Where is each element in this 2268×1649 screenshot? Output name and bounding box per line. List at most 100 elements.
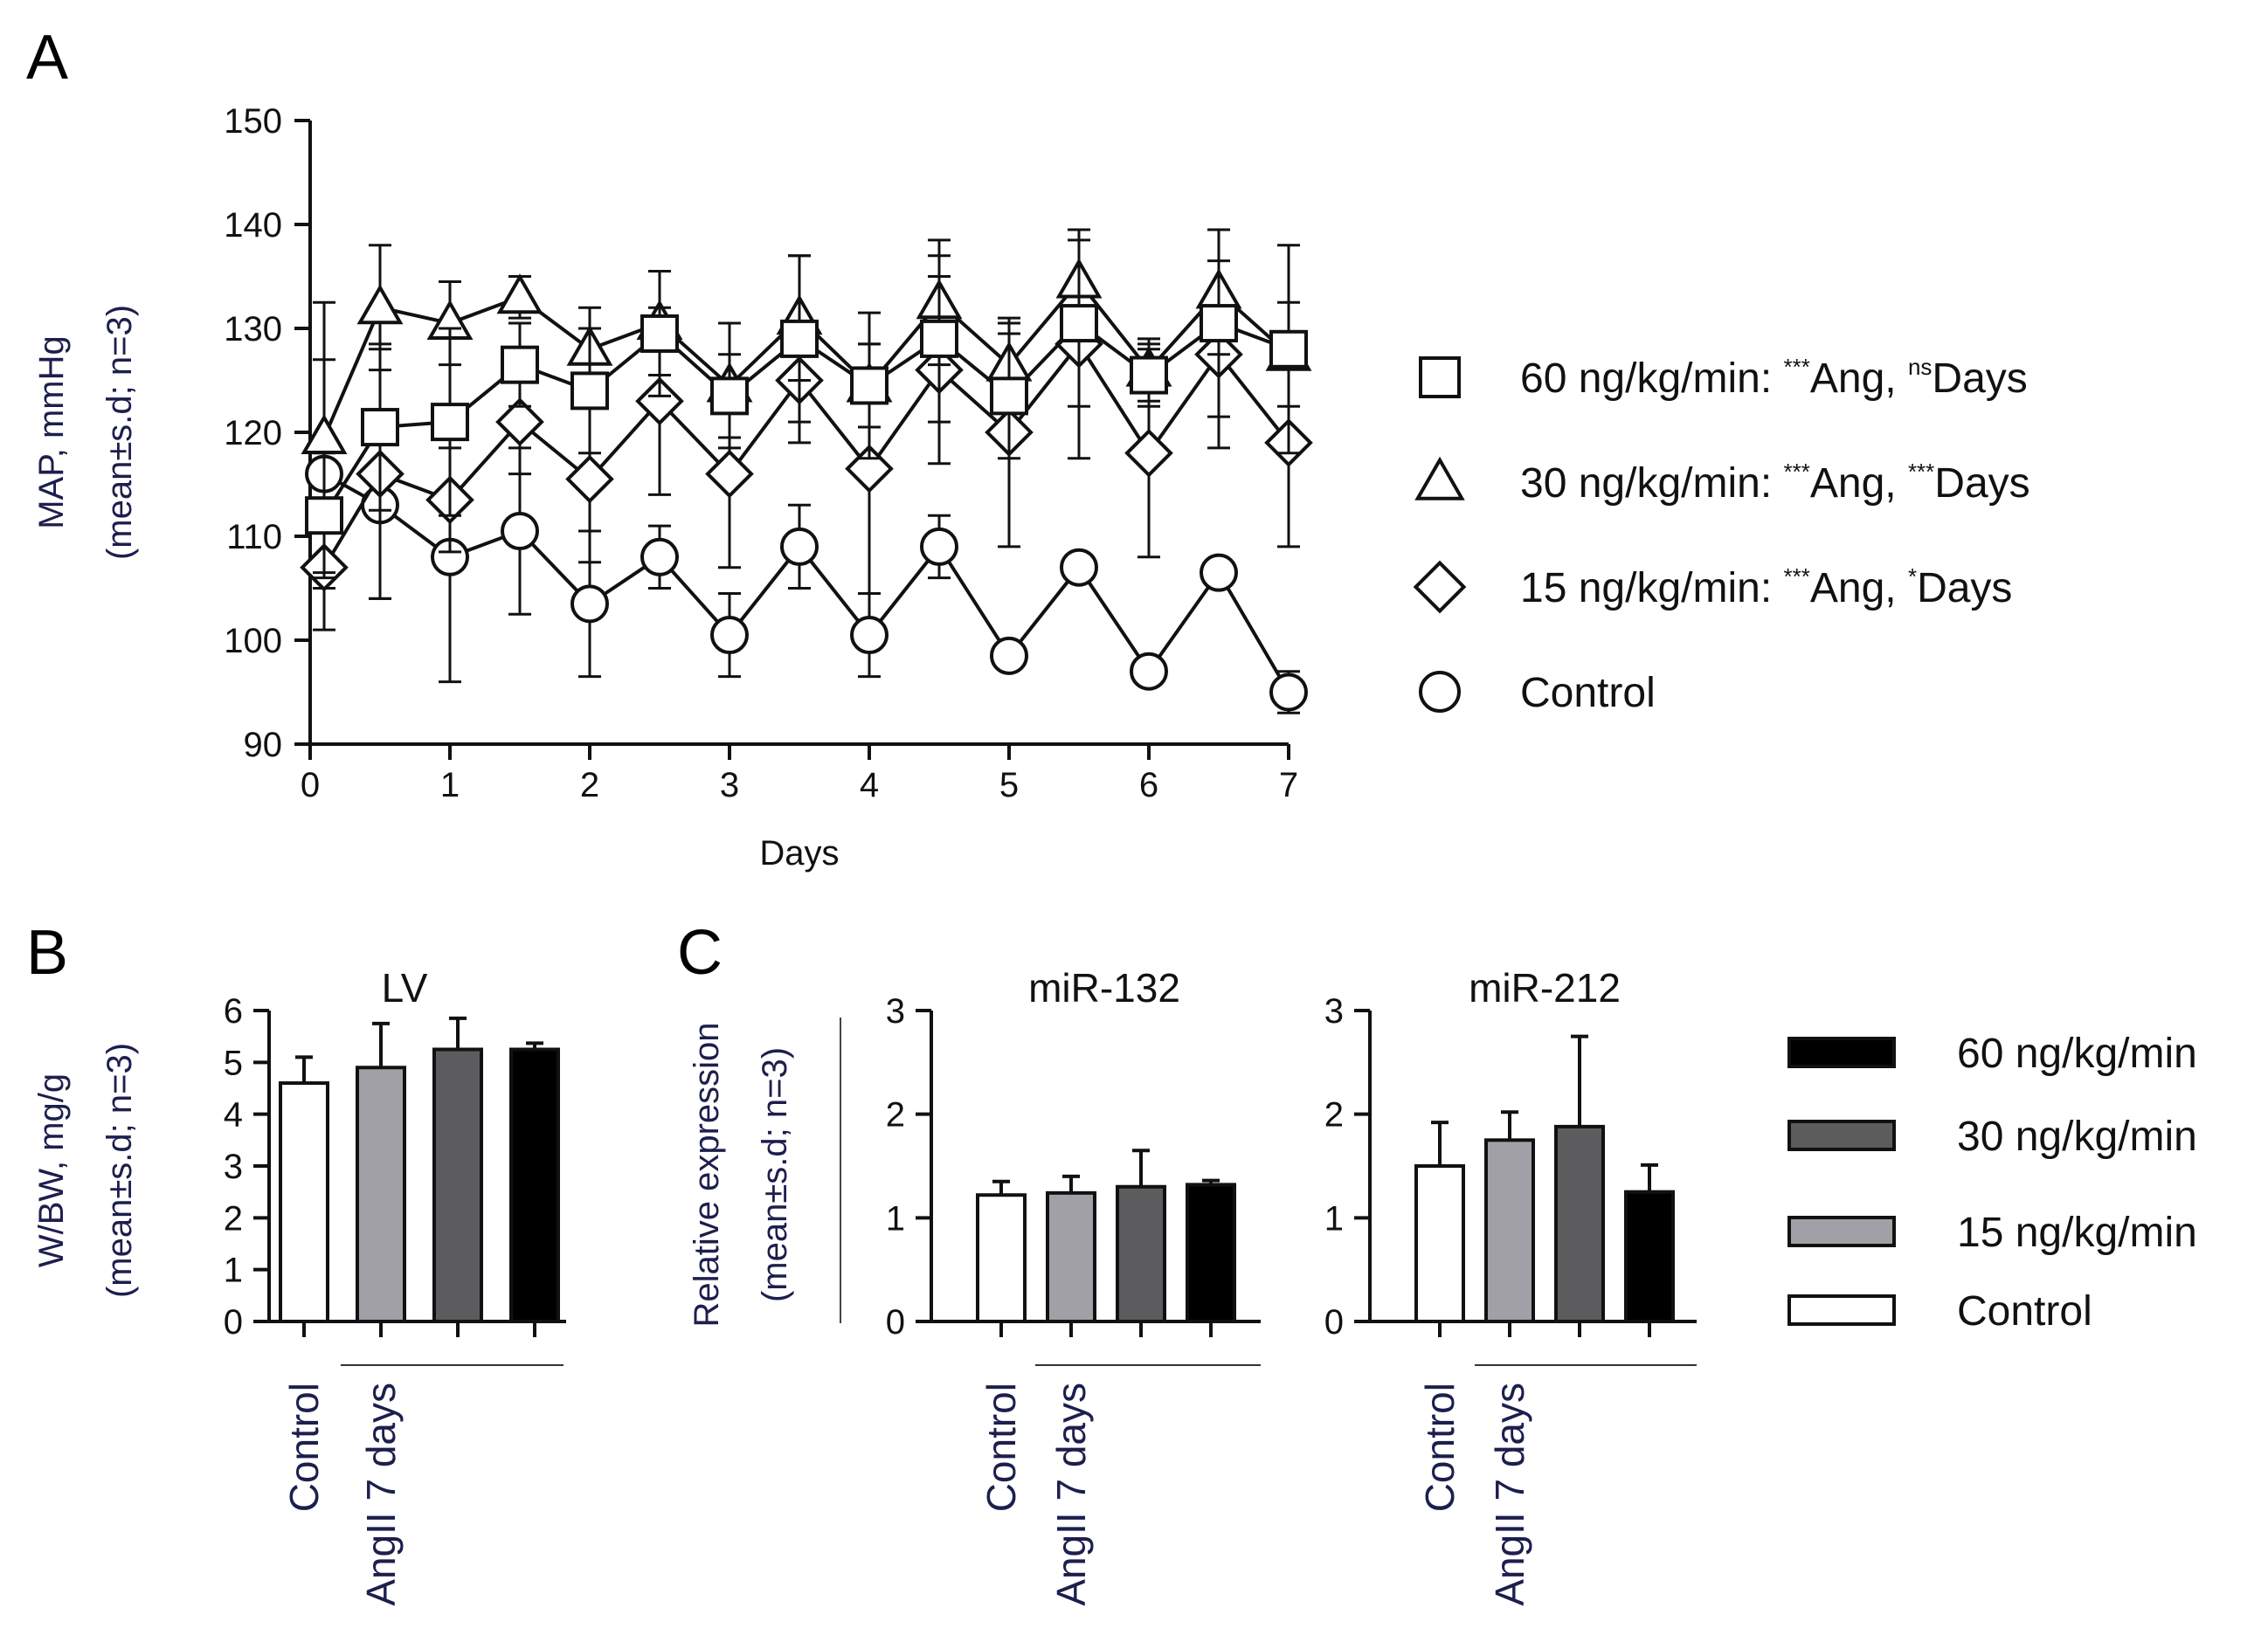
chart-title: miR-132 [1028,965,1180,1011]
data-point-circle [920,527,958,566]
x-tick-label: 5 [999,766,1019,804]
bar [1624,1190,1675,1323]
y-tick-label: 5 [224,1044,243,1082]
x-tick-label: 0 [301,766,320,804]
panel-label-b: B [26,918,68,988]
panel-label-a: A [26,23,68,93]
data-point-square [501,345,539,384]
x-tick-label: 2 [580,766,599,804]
y-tick-label: 0 [224,1303,243,1342]
y-tick-label: 100 [224,622,282,660]
y-tick-label: 150 [224,102,282,141]
x-tick-label: 3 [720,766,739,804]
legend-label: 60 ng/kg/min: ***Ang, nsDays [1520,354,2028,402]
data-point-circle [570,584,609,624]
series-square [305,228,1308,580]
bar [1116,1184,1166,1323]
bar [279,1081,329,1323]
data-point-circle [850,616,889,655]
legend-label: 60 ng/kg/min [1957,1031,2197,1077]
bar [1414,1164,1465,1323]
bar [1046,1190,1096,1324]
y-tick-label: 140 [224,206,282,245]
y-tick-label: 110 [226,518,282,556]
x-group-label-control: Control [1417,1383,1462,1512]
chart-body: 0 1 2 3 Control AngII 7 days [1324,992,1697,1606]
y-tick-label: 1 [1324,1199,1344,1238]
bar [1484,1138,1535,1324]
legend-label: Control [1957,1288,2092,1335]
chart-axes: 90 100 110 120 130 140 150 0 1 2 3 4 5 6 7 [224,102,1298,804]
data-point-square [1130,355,1168,395]
x-tick-label: 7 [1279,766,1298,804]
x-tick-label: 6 [1139,766,1158,804]
data-point-square [1060,304,1098,343]
bar [356,1066,406,1324]
legend-map: 60 ng/kg/min: ***Ang, nsDays 30 ng/kg/min… [1413,354,2030,716]
legend-marker-triangle [1414,456,1465,500]
legend-label: 15 ng/kg/min: ***Ang, *Days [1520,563,2012,611]
legend-swatch [1787,1216,1896,1247]
y-tick-label: 6 [224,992,243,1031]
y-axis-sublabel: (mean±s.d; n=3) [756,1047,794,1302]
data-point-circle [1060,548,1098,587]
series-triangle [301,228,1312,575]
bar [976,1193,1027,1324]
legend-swatch [1787,1120,1896,1151]
y-tick-label: 130 [224,310,282,348]
y-axis-label: MAP, mmHg [32,335,71,529]
chart-series [300,228,1313,714]
x-group-label-angii: AngII 7 days [1487,1383,1532,1606]
y-axis-sublabel: (mean±s.d; n=3) [100,1043,139,1298]
y-tick-label: 1 [886,1199,905,1238]
y-axis-label: W/BW, mg/g [32,1073,71,1267]
legend-label: Control [1520,670,1656,716]
legend-marker-diamond [1413,560,1467,614]
data-point-square [570,371,609,411]
x-group-label-control: Control [978,1383,1024,1512]
y-tick-label: 90 [244,726,283,764]
legend-marker-circle [1419,671,1461,713]
chart-title: LV [382,965,428,1011]
bar-chart-mir-212: miR-212 0 1 2 3 Control AngII 7 days [1324,965,1697,1606]
series-circle [305,358,1308,714]
data-point-square [920,319,958,358]
data-point-square [990,376,1028,416]
y-tick-label: 3 [886,992,905,1031]
data-point-square [361,408,399,447]
bar [1186,1183,1236,1323]
data-point-diamond [565,454,614,504]
chart-body: 0 1 2 3 Control AngII 7 days [886,992,1261,1606]
data-point-square [640,314,679,353]
data-point-diamond [635,376,684,426]
panel-label-c: C [677,918,723,988]
chart-body: 0 1 2 3 4 5 6 Control AngII 7 days [224,992,566,1606]
y-tick-label: 0 [1324,1303,1344,1342]
data-point-square [1200,304,1238,343]
x-axis-label: Days [759,834,839,873]
data-point-square [780,319,819,358]
legend-label: 30 ng/kg/min [1957,1114,2197,1160]
data-point-square [710,376,749,416]
data-point-circle [1130,652,1168,691]
bar [509,1047,560,1323]
x-group-label-angii: AngII 7 days [1048,1383,1094,1606]
y-tick-label: 3 [1324,992,1344,1031]
data-point-circle [501,512,539,551]
data-point-diamond [705,449,754,499]
data-point-circle [990,636,1028,675]
y-tick-label: 4 [224,1096,243,1135]
bar-chart-lv: LV W/BW, mg/g (mean±s.d; n=3) 0 1 2 3 4 5 6 Con… [32,965,566,1606]
y-tick-label: 3 [224,1148,243,1186]
data-point-diamond [495,397,544,446]
data-point-circle [1269,673,1308,712]
y-axis-label: Relative expression [688,1022,726,1327]
legend-swatch [1787,1037,1896,1068]
data-point-square [305,496,343,535]
data-point-triangle [496,273,543,314]
data-point-circle [780,527,819,566]
x-group-label-angii: AngII 7 days [358,1383,404,1606]
bar-chart-mir-132: miR-132 0 1 2 3 Control AngII 7 days [886,965,1261,1606]
legend-bars: 60 ng/kg/min 30 ng/kg/min 15 ng/kg/min Cont… [1787,1031,2197,1335]
